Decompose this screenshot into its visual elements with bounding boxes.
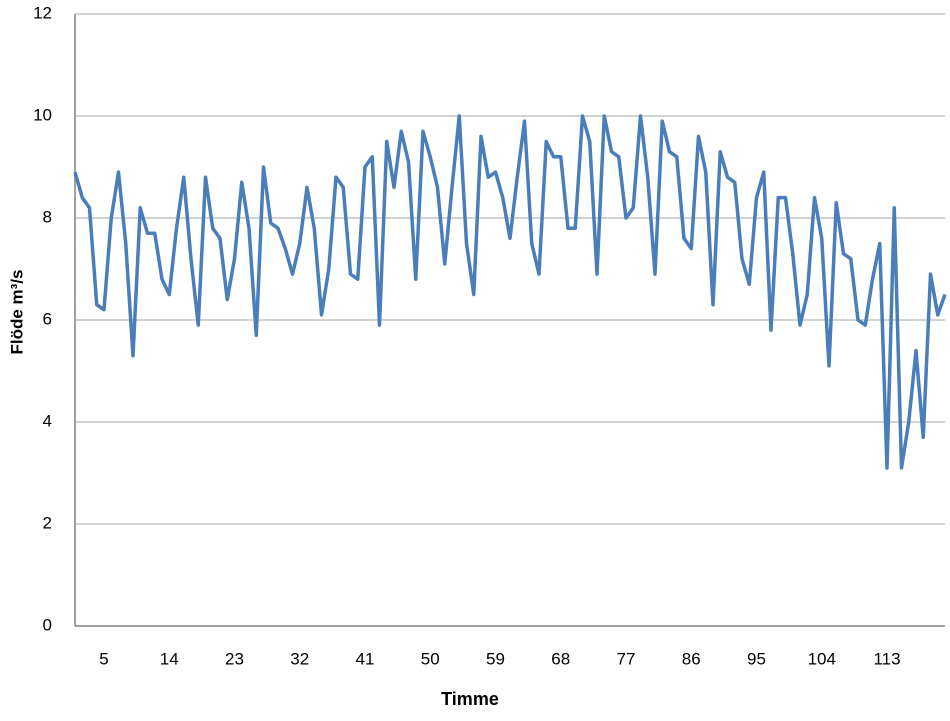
x-tick-label: 50 [421,649,440,668]
x-tick-label: 86 [682,649,701,668]
x-tick-label: 32 [290,649,309,668]
y-tick-label: 6 [43,309,52,328]
x-tick-label: 77 [617,649,636,668]
x-tick-label: 68 [551,649,570,668]
x-tick-label: 113 [873,649,900,668]
y-tick-label: 8 [43,207,52,226]
y-tick-label: 0 [43,615,52,634]
x-tick-label: 95 [747,649,766,668]
x-axis-label: Timme [441,689,499,709]
data-line [73,114,947,470]
y-tick-label: 12 [33,3,52,22]
x-tick-label: 14 [160,649,179,668]
y-tick-label: 4 [43,411,52,430]
x-tick-label: 23 [225,649,244,668]
y-tick-label: 2 [43,513,52,532]
y-tick-label: 10 [33,105,52,124]
x-tick-label: 59 [486,649,505,668]
x-tick-label: 5 [99,649,108,668]
y-axis-label: Flöde m³/s [7,269,26,354]
x-tick-label: 104 [808,649,836,668]
x-tick-label: 41 [356,649,375,668]
